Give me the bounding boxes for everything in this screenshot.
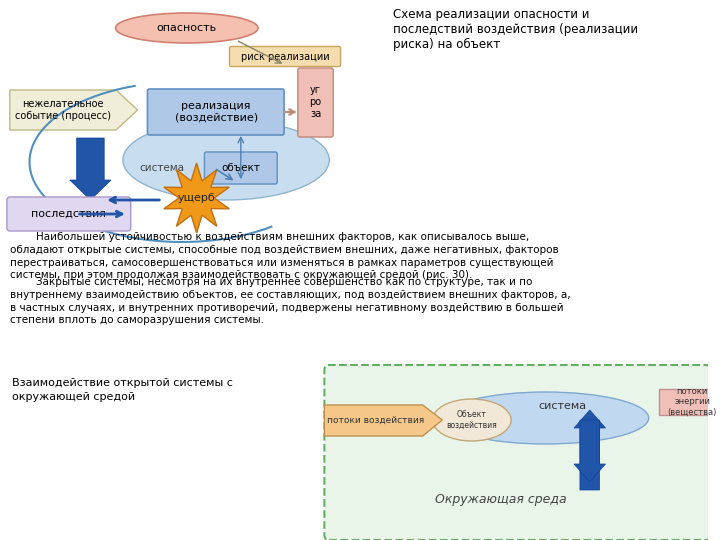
Text: реализация
(воздействие): реализация (воздействие) <box>175 101 258 123</box>
Text: риск реализации: риск реализации <box>240 52 329 62</box>
Polygon shape <box>164 163 229 233</box>
FancyBboxPatch shape <box>7 197 131 231</box>
Text: Объект
воздействия: Объект воздействия <box>446 410 498 430</box>
Ellipse shape <box>123 120 329 200</box>
FancyArrow shape <box>659 389 720 415</box>
Text: нежелательное
событие (процесс): нежелательное событие (процесс) <box>15 99 111 121</box>
Polygon shape <box>325 405 442 436</box>
Text: Закрытые системы, несмотря на их внутреннее совершенство как по структуре, так и: Закрытые системы, несмотря на их внутрен… <box>10 277 570 326</box>
Text: Окружающая среда: Окружающая среда <box>436 494 567 507</box>
Text: опасность: опасность <box>157 23 217 33</box>
FancyArrow shape <box>574 410 606 490</box>
Text: потоки
энергии
(вещества): потоки энергии (вещества) <box>667 387 716 417</box>
FancyBboxPatch shape <box>298 68 333 137</box>
Text: потоки воздействия: потоки воздействия <box>327 415 424 424</box>
FancyBboxPatch shape <box>325 365 711 540</box>
Text: система: система <box>140 163 185 173</box>
Text: объект: объект <box>221 163 260 173</box>
Ellipse shape <box>115 13 258 43</box>
FancyArrow shape <box>574 420 606 482</box>
Text: уг
ро
за: уг ро за <box>310 85 322 119</box>
Text: последствия: последствия <box>31 209 107 219</box>
FancyBboxPatch shape <box>204 152 277 184</box>
Ellipse shape <box>433 399 511 441</box>
Polygon shape <box>10 90 138 130</box>
Text: ущерб: ущерб <box>178 193 215 203</box>
Ellipse shape <box>442 392 649 444</box>
FancyBboxPatch shape <box>230 46 341 66</box>
Text: Взаимодействие открытой системы с
окружающей средой: Взаимодействие открытой системы с окружа… <box>12 378 233 402</box>
FancyBboxPatch shape <box>148 89 284 135</box>
Text: система: система <box>538 401 586 411</box>
FancyArrow shape <box>70 138 111 200</box>
Text: Наибольшей устойчивостью к воздействиям внешних факторов, как описывалось выше,
: Наибольшей устойчивостью к воздействиям … <box>10 232 559 280</box>
Text: Схема реализации опасности и
последствий воздействия (реализации
риска) на объек: Схема реализации опасности и последствий… <box>393 8 639 51</box>
